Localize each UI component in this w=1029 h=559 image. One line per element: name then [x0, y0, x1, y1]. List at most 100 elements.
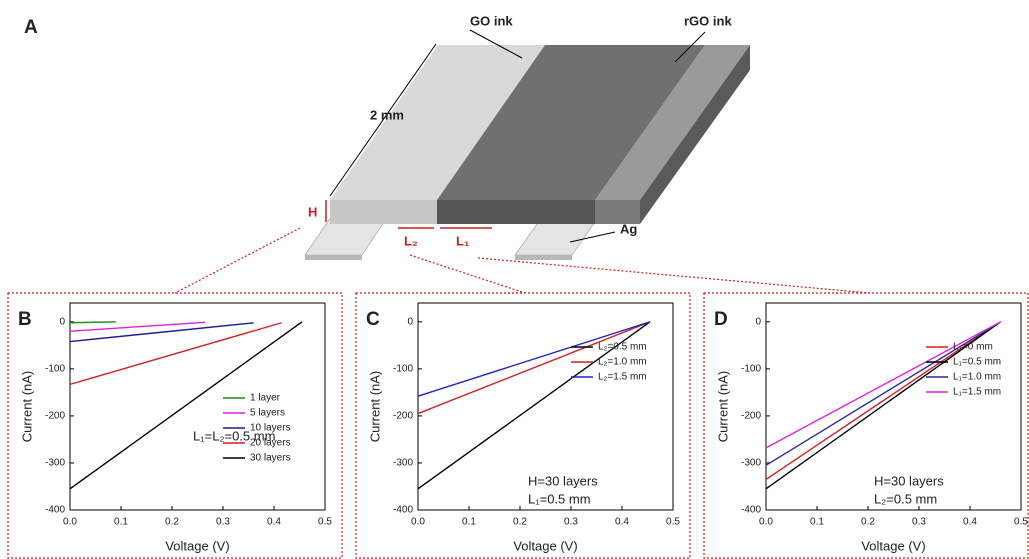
annotation: H=30 layers [528, 473, 598, 488]
panel-frame [355, 292, 691, 559]
legend-label: L₂=0.5 mm [598, 342, 647, 353]
panel-frame [7, 292, 343, 559]
panel-frame [703, 292, 1029, 559]
x-tick-label: 0.0 [759, 517, 773, 528]
x-tick-label: 0.3 [216, 517, 230, 528]
y-tick-label: 0 [59, 316, 65, 327]
y-tick-label: -400 [741, 505, 761, 516]
x-tick-label: 0.1 [810, 517, 824, 528]
legend-label: L₂=1.0 mm [598, 357, 647, 368]
series-line [69, 322, 282, 386]
series-line [69, 321, 116, 324]
x-tick-label: 0.5 [666, 517, 680, 528]
length-arrow [329, 43, 437, 197]
series-line [417, 321, 651, 397]
device-diagram: A GO ink rGO ink 2 mm H L₂ L₁ Ag [7, 13, 1029, 559]
x-axis-label: Voltage (V) [165, 538, 229, 553]
connector [477, 257, 871, 294]
series-line [417, 321, 651, 490]
plot-frame [69, 302, 326, 511]
y-axis-label: Current (nA) [715, 371, 730, 443]
legend-label: L₂=1.5 mm [598, 372, 647, 383]
y-tick-label: 0 [407, 316, 413, 327]
legend-label: L₁=1.0 mm [953, 372, 1001, 383]
x-tick-label: 0.5 [318, 517, 332, 528]
legend-label: 1 layer [250, 393, 281, 404]
length-label: 2 mm [370, 107, 404, 122]
y-tick-label: -300 [741, 458, 761, 469]
x-tick-label: 0.5 [1014, 517, 1028, 528]
y-tick-label: -100 [45, 364, 65, 375]
annotation: H=30 layers [874, 473, 944, 488]
x-tick-label: 0.4 [615, 517, 629, 528]
legend-label: L₁=0.5 mm [953, 357, 1001, 368]
y-tick-label: -300 [393, 458, 413, 469]
y-tick-label: -300 [45, 458, 65, 469]
series-line [765, 321, 1002, 490]
x-tick-label: 0.4 [963, 517, 977, 528]
x-tick-label: 0.1 [462, 517, 476, 528]
pointer [674, 31, 706, 63]
y-tick-label: -400 [45, 505, 65, 516]
legend-label: 20 layers [250, 438, 291, 449]
y-tick-label: -400 [393, 505, 413, 516]
x-axis-label: Voltage (V) [861, 538, 925, 553]
y-tick-label: -100 [393, 364, 413, 375]
annotation: L₁=0.5 mm [528, 491, 591, 506]
x-tick-label: 0.0 [63, 517, 77, 528]
y-tick-label: -200 [393, 411, 413, 422]
ag-edge [305, 255, 362, 260]
legend-label: L₁=1.5 mm [953, 387, 1001, 398]
y-tick-label: -100 [741, 364, 761, 375]
connector [409, 254, 526, 294]
plot-frame [765, 302, 1022, 511]
rgo-overlap-top [595, 45, 750, 200]
ag-edge [515, 255, 572, 260]
ag-label: Ag [620, 221, 637, 236]
annotation: L₁=L₂=0.5 mm [193, 428, 275, 443]
pointer [569, 231, 616, 243]
rgo-slab-front [437, 200, 595, 224]
x-tick-label: 0.4 [267, 517, 281, 528]
series-line [765, 321, 1001, 481]
x-tick-label: 0.1 [114, 517, 128, 528]
go-label: GO ink [470, 13, 513, 28]
x-tick-label: 0.2 [165, 517, 179, 528]
pointer [469, 29, 523, 59]
annotation: L₂=0.5 mm [874, 491, 937, 506]
x-axis-label: Voltage (V) [513, 538, 577, 553]
rgo-slab-top [437, 45, 705, 200]
legend-label: 5 layers [250, 408, 285, 419]
rgo-slab-side [640, 45, 750, 224]
legend-label: L₁=0 mm [953, 342, 993, 353]
y-tick-label: 0 [755, 316, 761, 327]
panel-label: B [18, 309, 32, 330]
series-line [69, 322, 254, 343]
x-tick-label: 0.2 [861, 517, 875, 528]
series-line [69, 321, 206, 332]
series-line [765, 321, 1001, 449]
plot-frame [417, 302, 674, 511]
x-tick-label: 0.0 [411, 517, 425, 528]
panel-label: C [366, 309, 380, 330]
height-label: H [308, 204, 317, 219]
go-slab-top [330, 45, 545, 200]
legend-label: 10 layers [250, 423, 291, 434]
panel-label: D [714, 309, 728, 330]
series-line [69, 321, 303, 490]
go-slab-front [330, 200, 437, 224]
series-line [417, 321, 651, 415]
l2-label: L₂ [404, 233, 418, 248]
connector [174, 227, 301, 294]
series-line [765, 321, 1001, 466]
legend-label: 30 layers [250, 453, 291, 464]
x-tick-label: 0.3 [564, 517, 578, 528]
y-tick-label: -200 [45, 411, 65, 422]
l1-label: L₁ [456, 233, 469, 248]
x-tick-label: 0.2 [513, 517, 527, 528]
x-tick-label: 0.3 [912, 517, 926, 528]
panel-label: A [24, 17, 38, 38]
rgo-label: rGO ink [684, 13, 732, 28]
rgo-overlap-front [595, 200, 640, 224]
